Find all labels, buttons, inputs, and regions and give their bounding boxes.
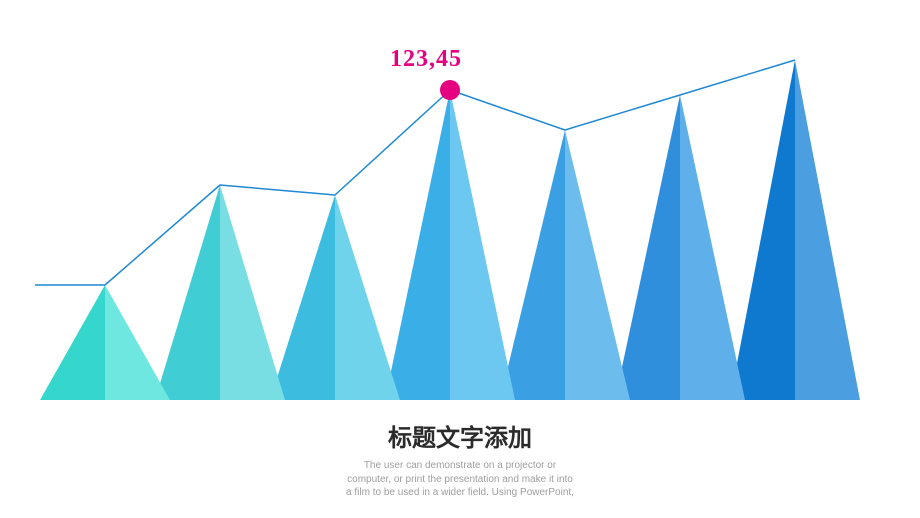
footer-subtitle-line: computer, or print the presentation and …: [347, 474, 573, 485]
callout-value: 123,45: [390, 46, 462, 73]
triangle-left-5: [615, 95, 680, 400]
footer-block: 标题文字添加 The user can demonstrate on a pro…: [280, 418, 640, 500]
triangle-right-1: [220, 185, 285, 400]
stage: 123,45 标题文字添加 The user can demonstrate o…: [0, 0, 920, 518]
footer-subtitle-line: a film to be used in a wider field. Usin…: [346, 487, 574, 498]
triangle-right-4: [565, 130, 630, 400]
marker-dot: [440, 80, 460, 100]
triangle-left-6: [730, 60, 795, 400]
triangle-left-4: [500, 130, 565, 400]
footer-subtitle-line: The user can demonstrate on a projector …: [364, 460, 556, 471]
triangle-right-5: [680, 95, 745, 400]
footer-title: 标题文字添加: [280, 418, 640, 453]
triangle-right-3: [450, 90, 515, 400]
triangle-right-0: [105, 285, 170, 400]
triangle-left-1: [155, 185, 220, 400]
triangle-left-2: [270, 195, 335, 400]
triangle-left-0: [40, 285, 105, 400]
triangle-right-2: [335, 195, 400, 400]
triangle-left-3: [385, 90, 450, 400]
triangle-right-6: [795, 60, 860, 400]
footer-subtitle: The user can demonstrate on a projector …: [280, 459, 640, 500]
